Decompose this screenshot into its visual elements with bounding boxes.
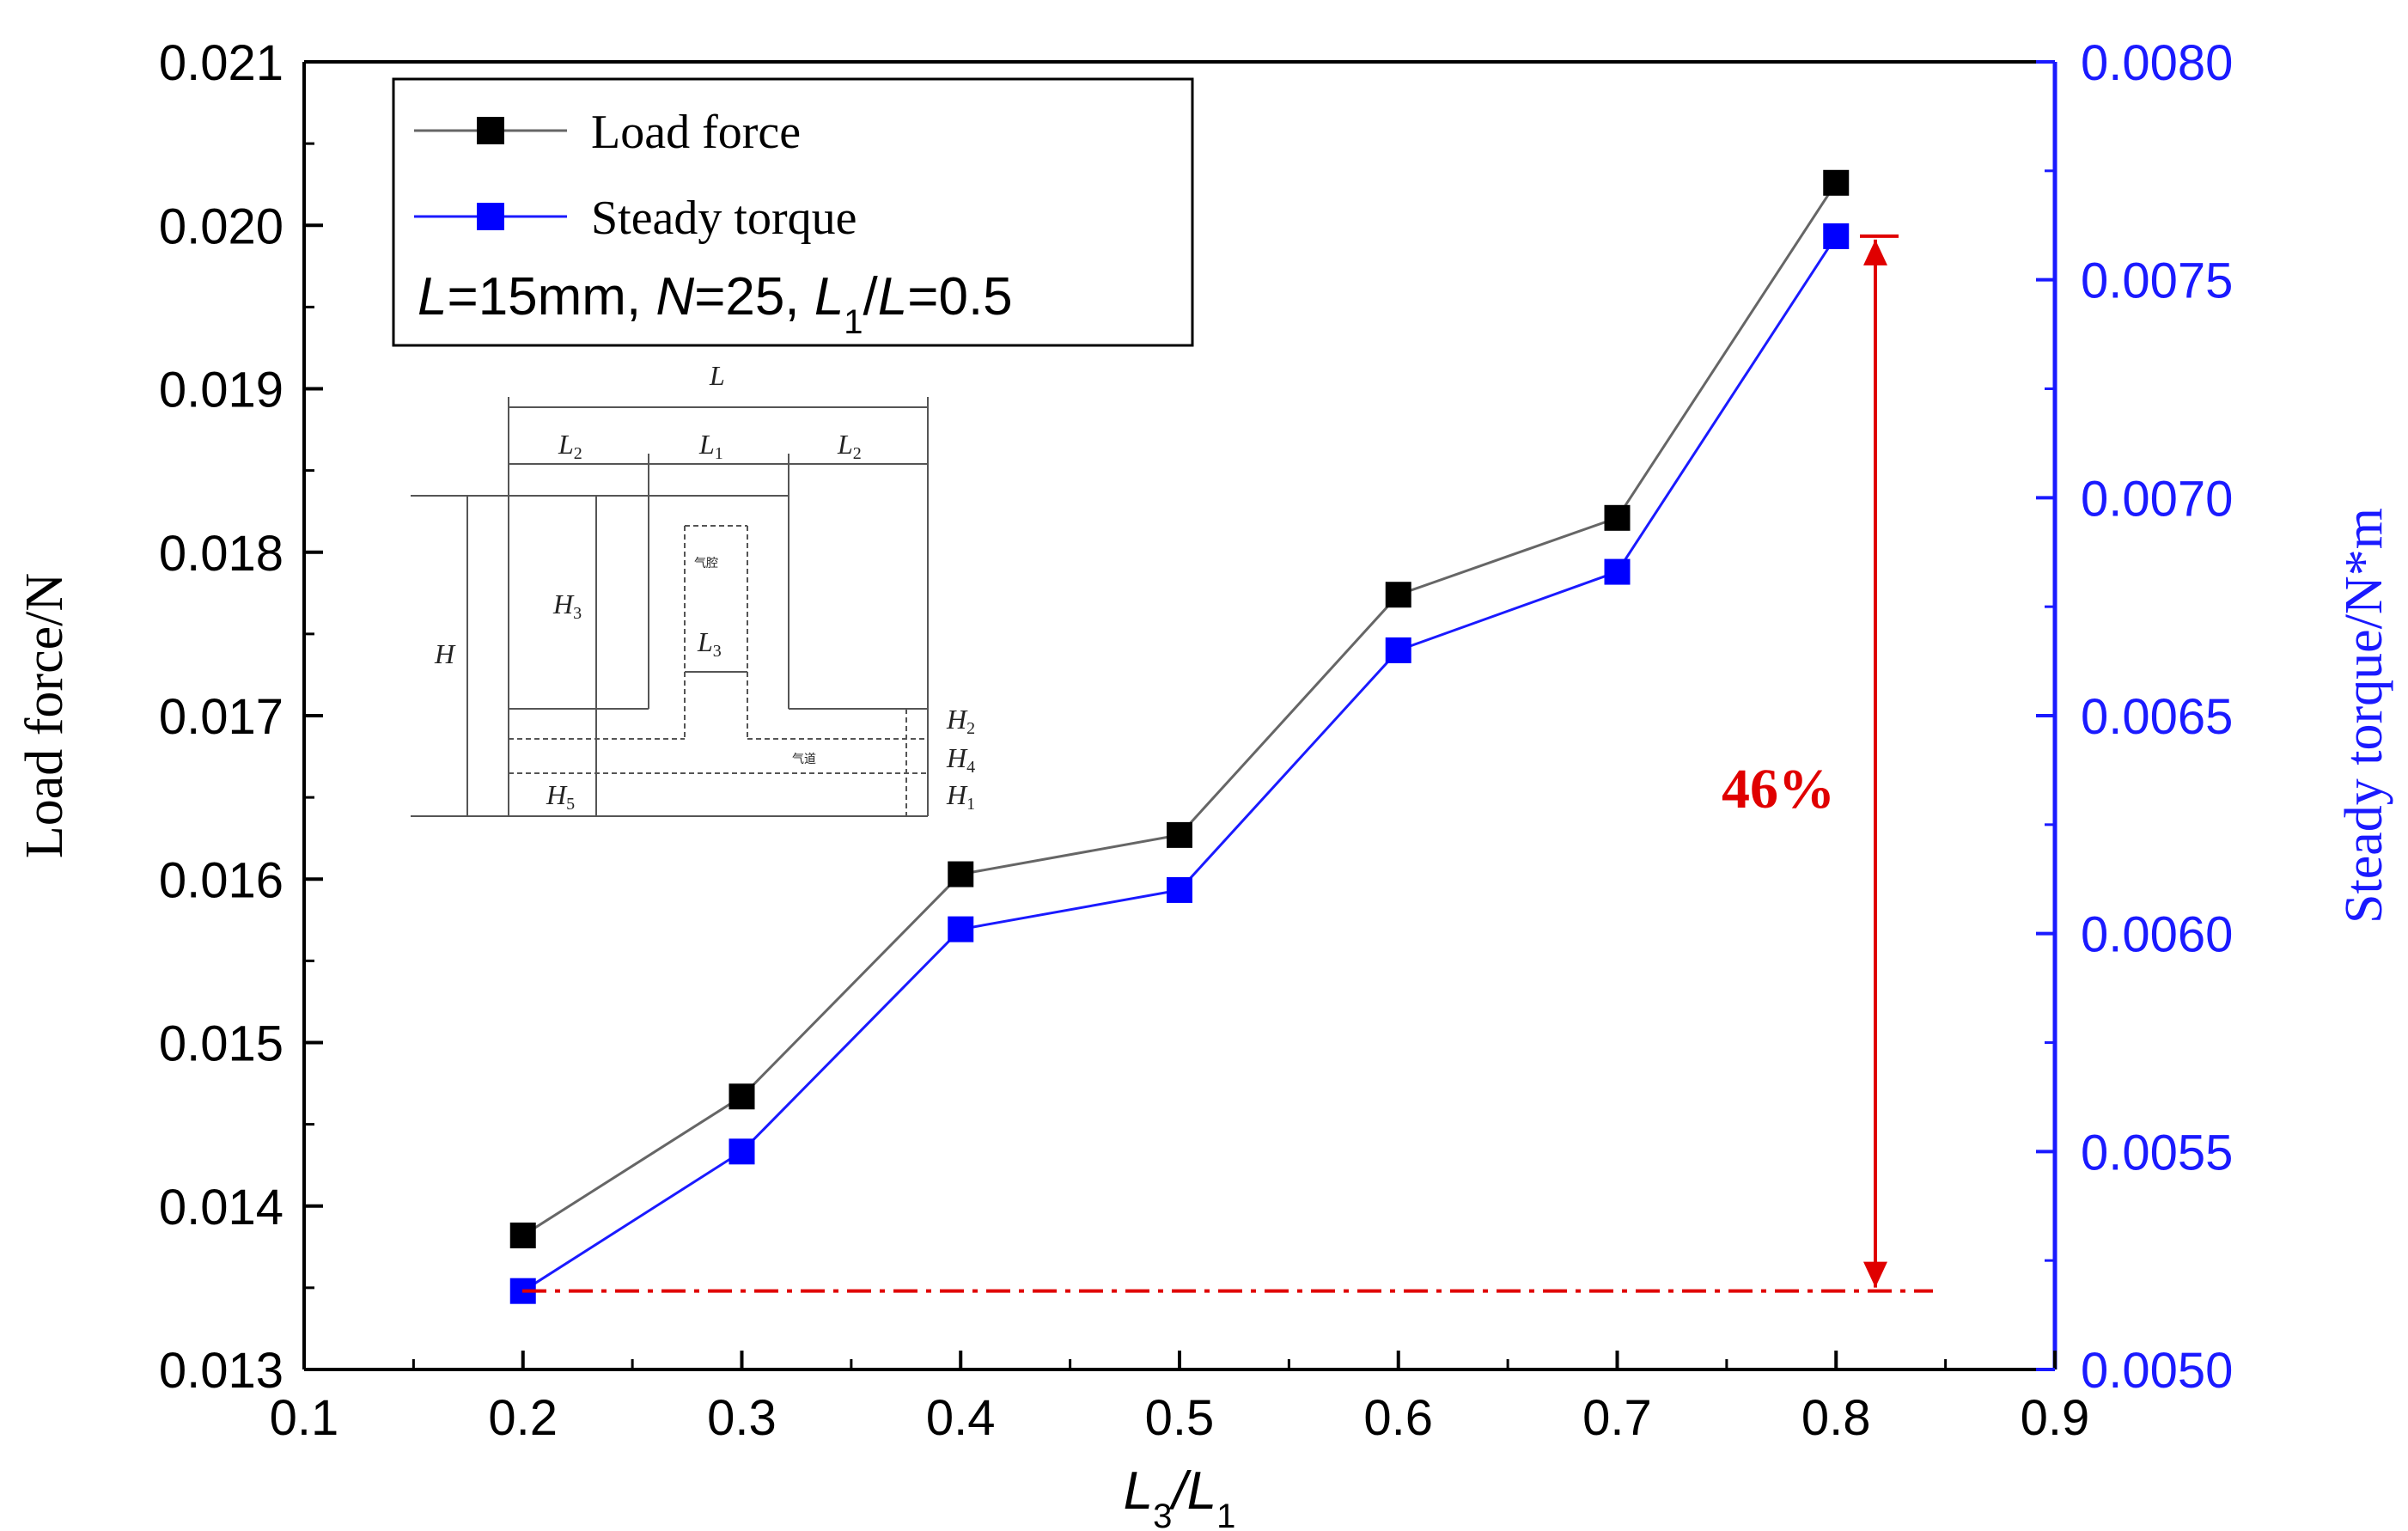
data-point-load-force	[1167, 821, 1192, 848]
series-layer	[509, 169, 1850, 1304]
data-point-steady-torque	[1604, 558, 1631, 585]
x-axis-ticks: 0.1 0.2 0.3 0.4 0.5 0.6 0.7 0.8 0.9	[270, 1351, 2090, 1446]
data-point-steady-torque	[1823, 223, 1850, 249]
arrow-up-head	[1863, 239, 1887, 265]
data-point-load-force	[1604, 504, 1631, 531]
inset-label-chamber: 气腔	[694, 557, 718, 570]
y-tick-label: 0.016	[159, 852, 283, 908]
x-tick-label: 0.3	[707, 1390, 777, 1446]
y2-tick-label: 0.0065	[2081, 689, 2233, 745]
x-tick-label: 0.2	[488, 1390, 558, 1446]
inset-label-H4: H4	[946, 742, 975, 777]
x-tick-label: 0.4	[926, 1390, 996, 1446]
y-tick-label: 0.018	[159, 526, 283, 582]
y2-tick-label: 0.0060	[2081, 907, 2233, 963]
data-point-steady-torque	[1385, 637, 1411, 663]
legend-box	[392, 77, 1194, 347]
percent-annotation: 46%	[522, 234, 1933, 1293]
x-tick-label: 0.5	[1145, 1390, 1215, 1446]
series-line-steady-torque	[521, 235, 1838, 1292]
y-axis-title: Load force/N	[15, 573, 74, 858]
inset-label-L2-left: L2	[558, 429, 582, 463]
inset-label-L3: L3	[697, 626, 722, 661]
y2-tick-label: 0.0050	[2081, 1343, 2233, 1399]
arrow-down-head	[1863, 1261, 1887, 1288]
inset-label-L: L	[709, 360, 725, 391]
y-tick-label: 0.013	[159, 1343, 283, 1399]
x-tick-label: 0.1	[270, 1390, 339, 1446]
inset-label-H5: H5	[546, 779, 575, 814]
data-point-load-force	[1385, 582, 1411, 608]
data-point-steady-torque	[948, 916, 974, 942]
y-tick-label: 0.019	[159, 363, 283, 418]
inset-label-H1: H1	[946, 779, 975, 814]
data-point-steady-torque	[728, 1138, 755, 1165]
legend-item-steady-torque: Steady torque	[414, 192, 857, 245]
x-tick-label: 0.7	[1582, 1390, 1652, 1446]
x-tick-label: 0.6	[1363, 1390, 1433, 1446]
y2-tick-label: 0.0055	[2081, 1125, 2233, 1180]
inset-label-channel: 气道	[792, 753, 816, 766]
legend-marker-steady-torque	[477, 203, 504, 230]
inset-label-H2: H2	[946, 704, 975, 738]
y2-tick-label: 0.0075	[2081, 253, 2233, 309]
inset-label-H: H	[434, 638, 456, 669]
inset-label-L2-right: L2	[837, 429, 862, 463]
y-tick-label: 0.021	[159, 35, 283, 91]
legend-label-steady-torque: Steady torque	[591, 192, 857, 245]
data-point-load-force	[948, 861, 974, 887]
inset-label-H3: H3	[552, 589, 582, 623]
data-point-load-force	[509, 1222, 536, 1248]
y2-axis-title: Steady torque/N*m	[2335, 508, 2393, 924]
percent-label: 46%	[1722, 758, 1835, 820]
y-tick-label: 0.017	[159, 689, 283, 745]
y-axis-ticks: 0.013 0.014 0.015 0.016 0.017 0.018 0.019 0.020…	[159, 35, 323, 1399]
x-axis-title: L3/L1	[1124, 1461, 1236, 1531]
y-tick-label: 0.020	[159, 198, 283, 254]
x-tick-label: 0.9	[2021, 1390, 2090, 1446]
data-point-load-force	[1823, 169, 1850, 196]
y2-axis-ticks: 0.0050 0.0055 0.0060 0.0065 0.0070 0.0075 0.00…	[2036, 35, 2233, 1399]
data-point-load-force	[728, 1083, 755, 1110]
x-tick-label: 0.8	[1801, 1390, 1871, 1446]
inset-air-chamber	[509, 525, 928, 774]
inset-label-L1: L1	[698, 429, 723, 463]
data-point-steady-torque	[1167, 876, 1192, 903]
y2-tick-label: 0.0070	[2081, 471, 2233, 527]
inset-labels: L L2 L1 L2 H H3 L3 H2 H4 H1 H5 气腔 气道	[434, 360, 975, 814]
legend-label-load-force: Load force	[591, 106, 801, 159]
conditions-text: L=15mm, N=25, L1/L=0.5	[418, 267, 1013, 341]
y-tick-label: 0.015	[159, 1016, 283, 1072]
y-tick-label: 0.014	[159, 1180, 283, 1235]
y2-tick-label: 0.0080	[2081, 35, 2233, 91]
inset-schematic	[411, 397, 929, 817]
legend: Load force Steady torque L=15mm, N=25, L…	[392, 77, 1194, 347]
legend-marker-load-force	[477, 117, 504, 144]
legend-item-load-force: Load force	[414, 106, 801, 159]
